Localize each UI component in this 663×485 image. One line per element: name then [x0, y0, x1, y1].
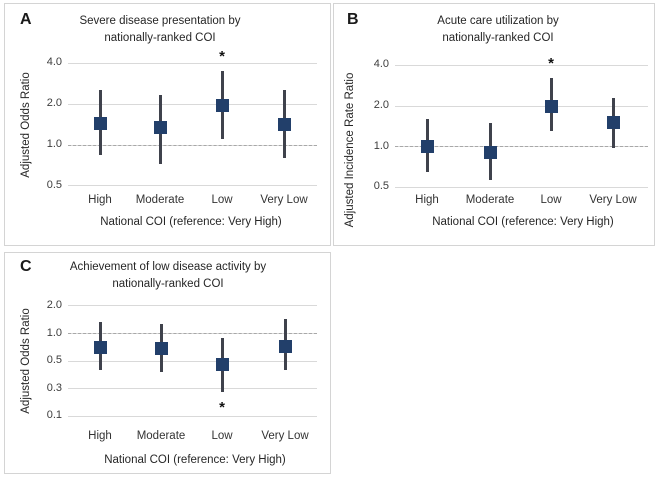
- panel-b-y-tick-label: 2.0: [373, 99, 389, 111]
- panel-c-y-tick-label: 2.0: [46, 298, 62, 311]
- panel-c-x-axis-title: National COI (reference: Very High): [104, 454, 286, 466]
- panel-b-reference-line: [395, 146, 648, 148]
- panel-c-title: Achievement of low disease activity by n…: [70, 259, 266, 292]
- panel-a-x-category-label-very-low: Very Low: [260, 194, 308, 206]
- panel-c-border: [4, 252, 331, 474]
- panel-a-point-marker-very-low: [277, 117, 291, 131]
- panel-a-point-marker-high: [93, 116, 107, 130]
- panel-c-x-category-label-high: High: [88, 430, 112, 442]
- panel-b-significance-asterisk-low: *: [548, 55, 554, 73]
- panel-c-title-line2: nationally-ranked COI: [112, 277, 224, 290]
- panel-c-point-marker-high: [93, 341, 107, 355]
- panel-b-point-marker-very-low: [606, 116, 620, 130]
- panel-a-gridline: [68, 103, 317, 105]
- panel-a-significance-asterisk-low: *: [219, 48, 225, 66]
- panel-c-y-tick-label: 1.0: [46, 326, 62, 339]
- panel-b-y-tick-label: 1.0: [373, 139, 389, 152]
- panel-c-point-marker-very-low: [278, 339, 292, 353]
- panel-a-point-marker-moderate: [153, 120, 167, 134]
- panel-a-letter: A: [20, 11, 32, 28]
- panel-a-y-tick-label: 4.0: [46, 56, 62, 69]
- panel-b-point-marker-moderate: [483, 146, 497, 160]
- panel-b-title: Acute care utilization by nationally-ran…: [437, 13, 558, 46]
- panel-c-significance-asterisk-low: *: [219, 399, 225, 417]
- panel-a-point-marker-low: [215, 99, 229, 113]
- panel-c-x-category-label-very-low: Very Low: [261, 430, 309, 442]
- panel-c-gridline: [68, 415, 317, 417]
- panel-b-gridline: [395, 186, 648, 188]
- panel-b-x-category-label-very-low: Very Low: [589, 194, 637, 206]
- panel-c-x-category-label-moderate: Moderate: [136, 430, 186, 442]
- panel-a-gridline: [68, 62, 317, 64]
- panel-c-gridline: [68, 305, 317, 307]
- panel-a-x-category-label-moderate: Moderate: [135, 194, 185, 206]
- panel-a-x-category-label-high: High: [88, 194, 112, 206]
- panel-c-point-marker-moderate: [154, 342, 168, 356]
- panel-c-point-marker-low: [215, 357, 229, 371]
- panel-b-border: [333, 3, 655, 246]
- panel-c-y-tick-label: 0.1: [46, 409, 62, 422]
- panel-c-reference-line: [68, 333, 317, 334]
- panel-c-x-category-label-low: Low: [211, 430, 233, 442]
- panel-b-letter: B: [347, 11, 359, 28]
- panel-b-y-tick-label: 4.0: [373, 58, 389, 71]
- panel-a-border: [4, 3, 331, 246]
- panel-b-title-line2: nationally-ranked COI: [442, 31, 554, 44]
- panel-c-gridline: [68, 388, 317, 390]
- panel-b-x-category-label-low: Low: [540, 194, 562, 206]
- panel-a-title-line1: Severe disease presentation by: [79, 15, 241, 27]
- panel-a-gridline: [68, 185, 317, 187]
- panel-b-point-marker-low: [544, 99, 558, 113]
- panel-a-y-tick-label: 1.0: [46, 138, 62, 150]
- panel-b-x-category-label-high: High: [415, 194, 439, 206]
- panel-c-gridline: [68, 360, 317, 362]
- panel-b-gridline: [395, 64, 648, 66]
- panel-c-y-tick-label: 0.5: [46, 354, 62, 367]
- panel-a-reference-line: [68, 144, 317, 146]
- panel-b-gridline: [395, 105, 648, 107]
- panel-b-x-axis-title: National COI (reference: Very High): [432, 216, 614, 228]
- panel-b-title-line1: Acute care utilization by: [437, 15, 559, 27]
- panel-a-y-tick-label: 0.5: [46, 178, 62, 191]
- panel-b-y-tick-label: 0.5: [373, 180, 389, 193]
- panel-a-title-line2: nationally-ranked COI: [104, 31, 216, 44]
- panel-a-title: Severe disease presentation by nationall…: [79, 13, 240, 46]
- panel-b-point-marker-high: [420, 140, 434, 154]
- panel-a-y-axis-title: Adjusted Odds Ratio: [20, 72, 32, 178]
- panel-a-x-category-label-low: Low: [211, 194, 233, 206]
- panel-b-x-category-label-moderate: Moderate: [465, 194, 515, 206]
- panel-c-letter: C: [20, 258, 32, 275]
- panel-c-y-tick-label: 0.3: [46, 381, 62, 394]
- panel-c-title-line1: Achievement of low disease activity by: [69, 261, 267, 273]
- panel-a-y-tick-label: 2.0: [46, 97, 62, 110]
- panel-a-x-axis-title: National COI (reference: Very High): [100, 216, 282, 228]
